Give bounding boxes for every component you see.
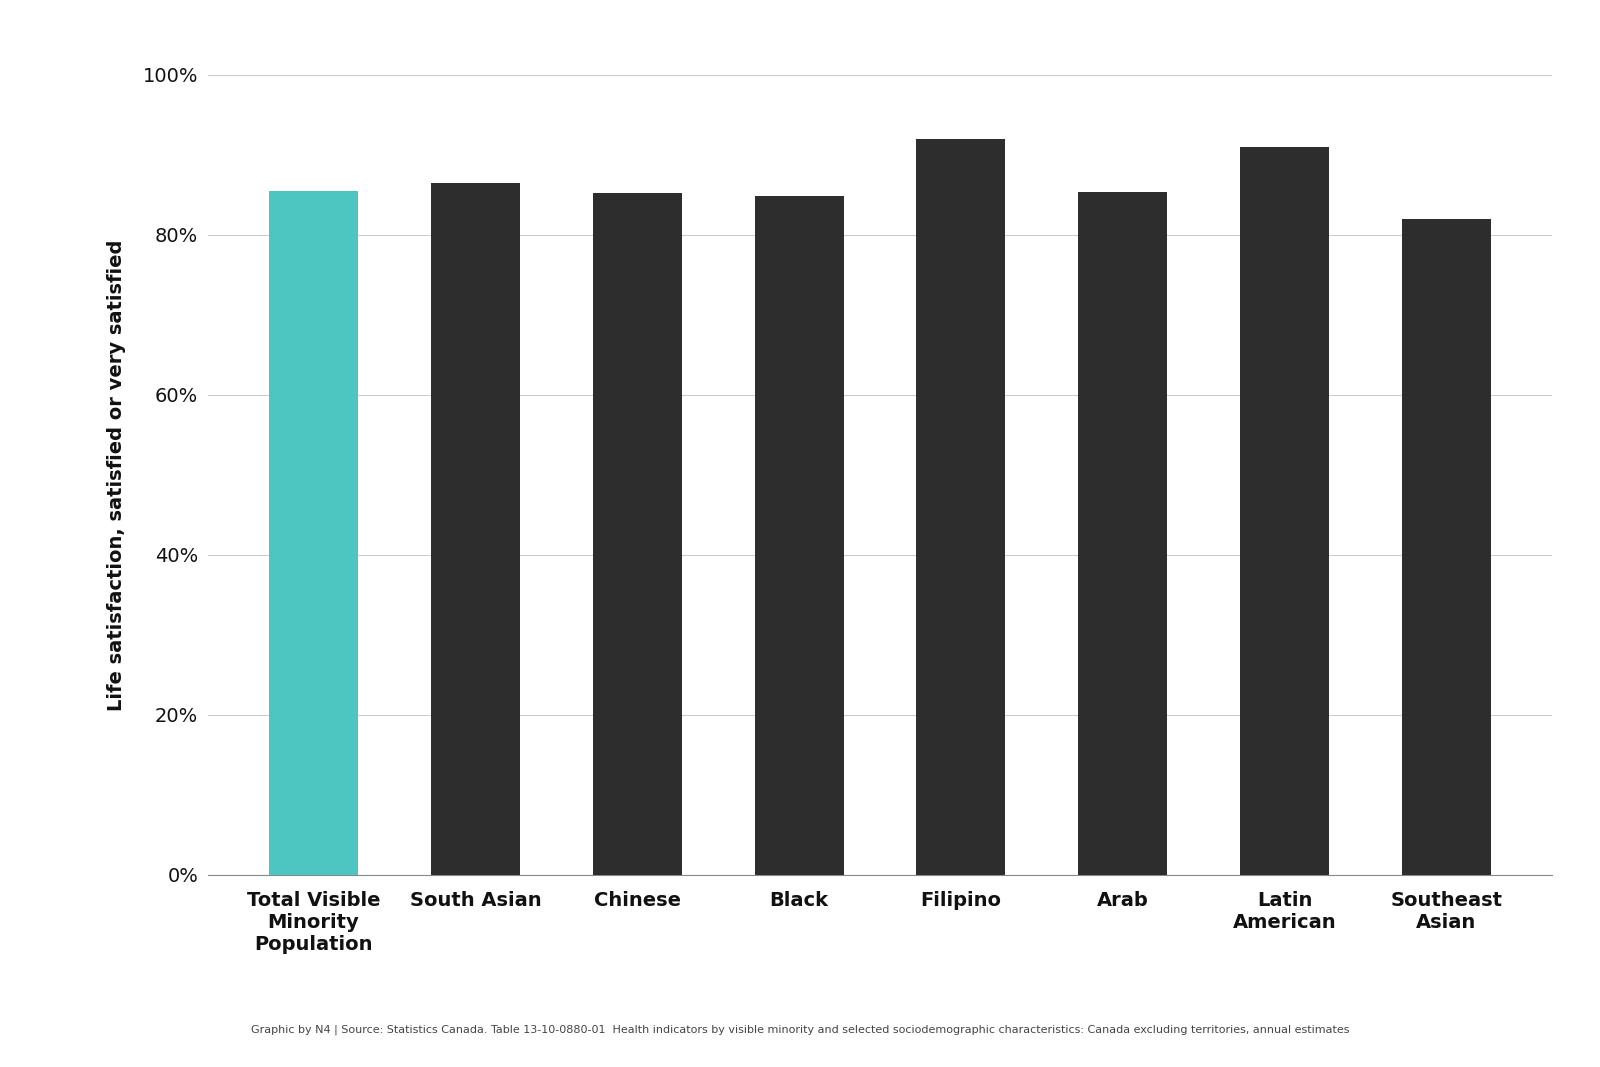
Bar <box>430 182 520 875</box>
Bar <box>755 195 843 875</box>
Bar <box>1240 146 1330 875</box>
Bar <box>592 193 682 875</box>
Bar <box>917 139 1005 875</box>
Text: Graphic by N4 | Source: Statistics Canada. Table 13-10-0880-01  Health indicator: Graphic by N4 | Source: Statistics Canad… <box>251 1024 1349 1035</box>
Bar <box>1402 219 1491 875</box>
Bar <box>1078 191 1168 875</box>
Y-axis label: Life satisfaction, satisfied or very satisfied: Life satisfaction, satisfied or very sat… <box>107 239 126 711</box>
Bar <box>269 191 358 875</box>
